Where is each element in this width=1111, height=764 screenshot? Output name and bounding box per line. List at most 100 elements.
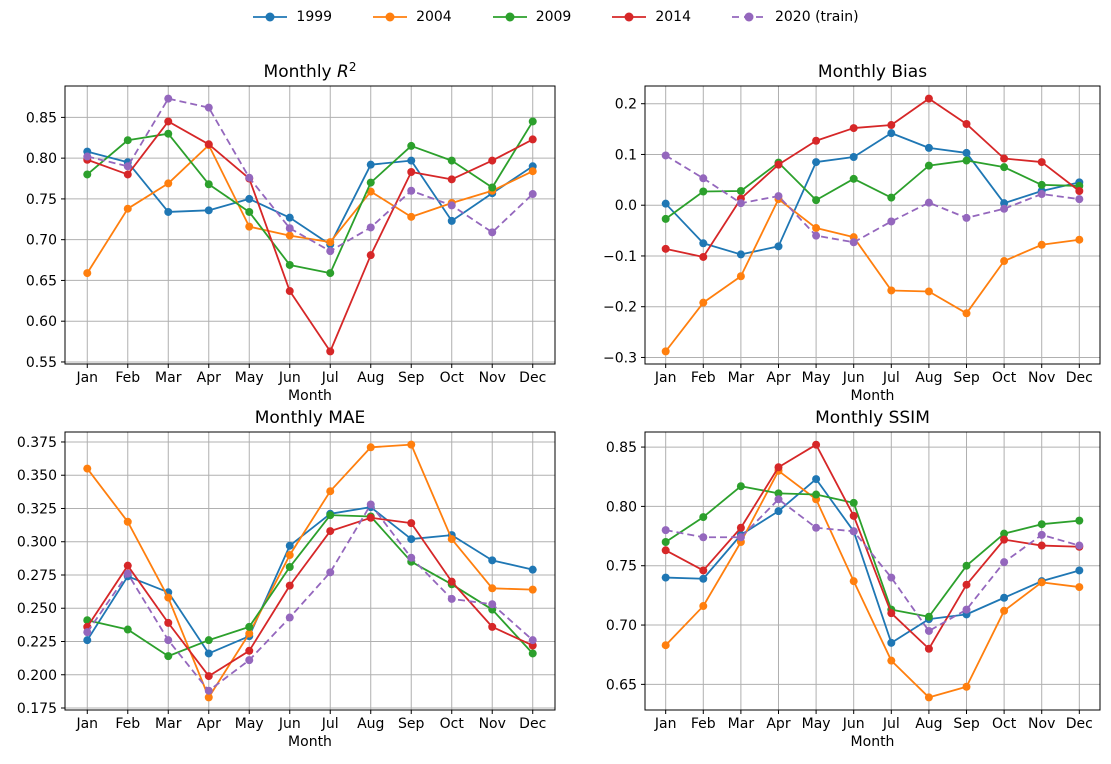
data-point-2020-train-may <box>245 173 254 182</box>
legend-label: 2014 <box>655 9 691 25</box>
x-tick-label-jun: Jun <box>278 716 301 732</box>
data-point-2020-train-jan <box>661 526 670 535</box>
y-tick-label: 0.80 <box>26 151 57 167</box>
data-point-2004-jan <box>661 347 670 356</box>
data-point-2009-dec <box>528 649 537 658</box>
data-point-2014-jul <box>326 527 335 536</box>
data-point-2004-jun <box>285 231 294 240</box>
data-point-2004-jun <box>285 551 294 560</box>
data-point-2004-may <box>812 224 821 233</box>
x-tick-label-mar: Mar <box>728 370 755 386</box>
data-point-2004-dec <box>1075 583 1084 592</box>
data-point-2009-jan <box>661 214 670 223</box>
data-point-2020-train-jan <box>661 151 670 160</box>
data-point-2014-apr <box>774 463 783 472</box>
data-point-2004-oct <box>1000 257 1009 266</box>
y-tick-label: 0.1 <box>615 147 637 163</box>
y-tick-label: 0.0 <box>615 198 637 214</box>
data-point-2009-feb <box>123 625 132 634</box>
data-point-2020-train-aug <box>366 223 375 232</box>
y-tick-label: 0.60 <box>26 314 57 330</box>
data-point-1999-oct <box>1000 199 1009 208</box>
data-point-2004-aug <box>924 287 933 296</box>
data-point-2009-mar <box>164 129 173 138</box>
data-point-2004-jan <box>83 269 92 278</box>
x-tick-label-jul: Jul <box>321 716 339 732</box>
data-point-2009-jul <box>326 269 335 278</box>
data-point-2004-nov <box>1037 240 1046 249</box>
x-tick-label-sep: Sep <box>398 370 425 386</box>
data-point-2020-train-oct <box>1000 558 1009 567</box>
x-tick-label-aug: Aug <box>915 370 942 386</box>
data-point-2020-train-oct <box>447 594 456 603</box>
data-point-1999-jun <box>285 541 294 550</box>
series-line-1999 <box>665 478 1080 644</box>
x-tick-label-nov: Nov <box>1028 716 1055 732</box>
data-point-2004-aug <box>924 693 933 702</box>
series-line-2004 <box>86 443 533 699</box>
data-point-2009-jun <box>285 563 294 572</box>
data-point-2004-aug <box>366 443 375 452</box>
y-tick-label: 0.75 <box>26 192 57 208</box>
data-point-2014-jun <box>849 511 858 520</box>
x-tick-label-oct: Oct <box>992 370 1017 386</box>
data-point-2009-jun <box>849 498 858 507</box>
data-point-2009-jul <box>887 193 896 202</box>
data-point-2020-train-jun <box>285 224 294 233</box>
data-point-2020-train-dec <box>1075 541 1084 550</box>
x-tick-label-apr: Apr <box>197 716 221 732</box>
x-tick-label-jul: Jul <box>882 370 900 386</box>
y-tick-label: 0.2 <box>615 97 637 113</box>
x-tick-label-apr: Apr <box>766 370 790 386</box>
data-point-1999-sep <box>407 156 416 165</box>
x-tick-label-apr: Apr <box>766 716 790 732</box>
legend-item-2020-train: 2020 (train) <box>731 9 859 25</box>
data-point-2009-sep <box>407 141 416 150</box>
data-point-2009-apr <box>774 489 783 498</box>
data-point-2020-train-jun <box>849 527 858 536</box>
data-point-2004-sep <box>407 440 416 449</box>
data-point-2020-train-jan <box>83 152 92 161</box>
data-point-1999-oct <box>1000 593 1009 602</box>
data-point-2004-feb <box>699 298 708 307</box>
data-point-2009-oct <box>1000 163 1009 172</box>
data-point-2020-train-sep <box>407 553 416 562</box>
y-tick-label: 0.75 <box>606 559 637 575</box>
data-point-2020-train-may <box>812 523 821 532</box>
chart-monthly-r2: Jan Feb Mar Apr May Jun Jul Aug Sep Oct Nov Dec 0.55… <box>26 60 556 401</box>
data-point-2014-jun <box>849 124 858 133</box>
data-point-2014-apr <box>204 140 213 149</box>
plot-border <box>644 431 1101 711</box>
data-point-2014-dec <box>528 135 537 144</box>
x-axis-label: Month <box>288 734 332 750</box>
y-tick-label: 0.65 <box>26 273 57 289</box>
data-point-2020-train-jul <box>326 247 335 256</box>
plot-border <box>64 431 556 711</box>
x-tick-label-nov: Nov <box>479 370 506 386</box>
data-point-1999-nov <box>488 556 497 565</box>
data-point-1999-may <box>812 158 821 167</box>
data-point-2014-aug <box>366 513 375 522</box>
x-tick-label-dec: Dec <box>1066 716 1093 732</box>
data-point-2009-feb <box>123 136 132 145</box>
data-point-2009-sep <box>962 156 971 165</box>
data-point-2004-may <box>245 629 254 638</box>
data-point-2004-dec <box>528 585 537 594</box>
data-point-1999-jul <box>887 638 896 647</box>
data-point-2020-train-aug <box>924 198 933 207</box>
series-line-2020-train <box>87 97 534 252</box>
data-point-1999-sep <box>962 148 971 157</box>
data-point-2009-oct <box>1000 529 1009 538</box>
data-point-2020-train-dec <box>528 190 537 199</box>
x-tick-label-feb: Feb <box>115 716 140 732</box>
data-point-2004-apr <box>204 693 213 702</box>
data-point-2014-nov <box>1037 158 1046 167</box>
x-tick-label-sep: Sep <box>953 716 980 732</box>
data-point-2009-sep <box>962 561 971 570</box>
data-point-2020-train-may <box>245 656 254 665</box>
x-tick-label-oct: Oct <box>992 716 1017 732</box>
x-tick-label-aug: Aug <box>357 716 384 732</box>
data-point-1999-jan <box>661 573 670 582</box>
data-point-2004-may <box>245 222 254 231</box>
x-tick-label-mar: Mar <box>728 716 755 732</box>
